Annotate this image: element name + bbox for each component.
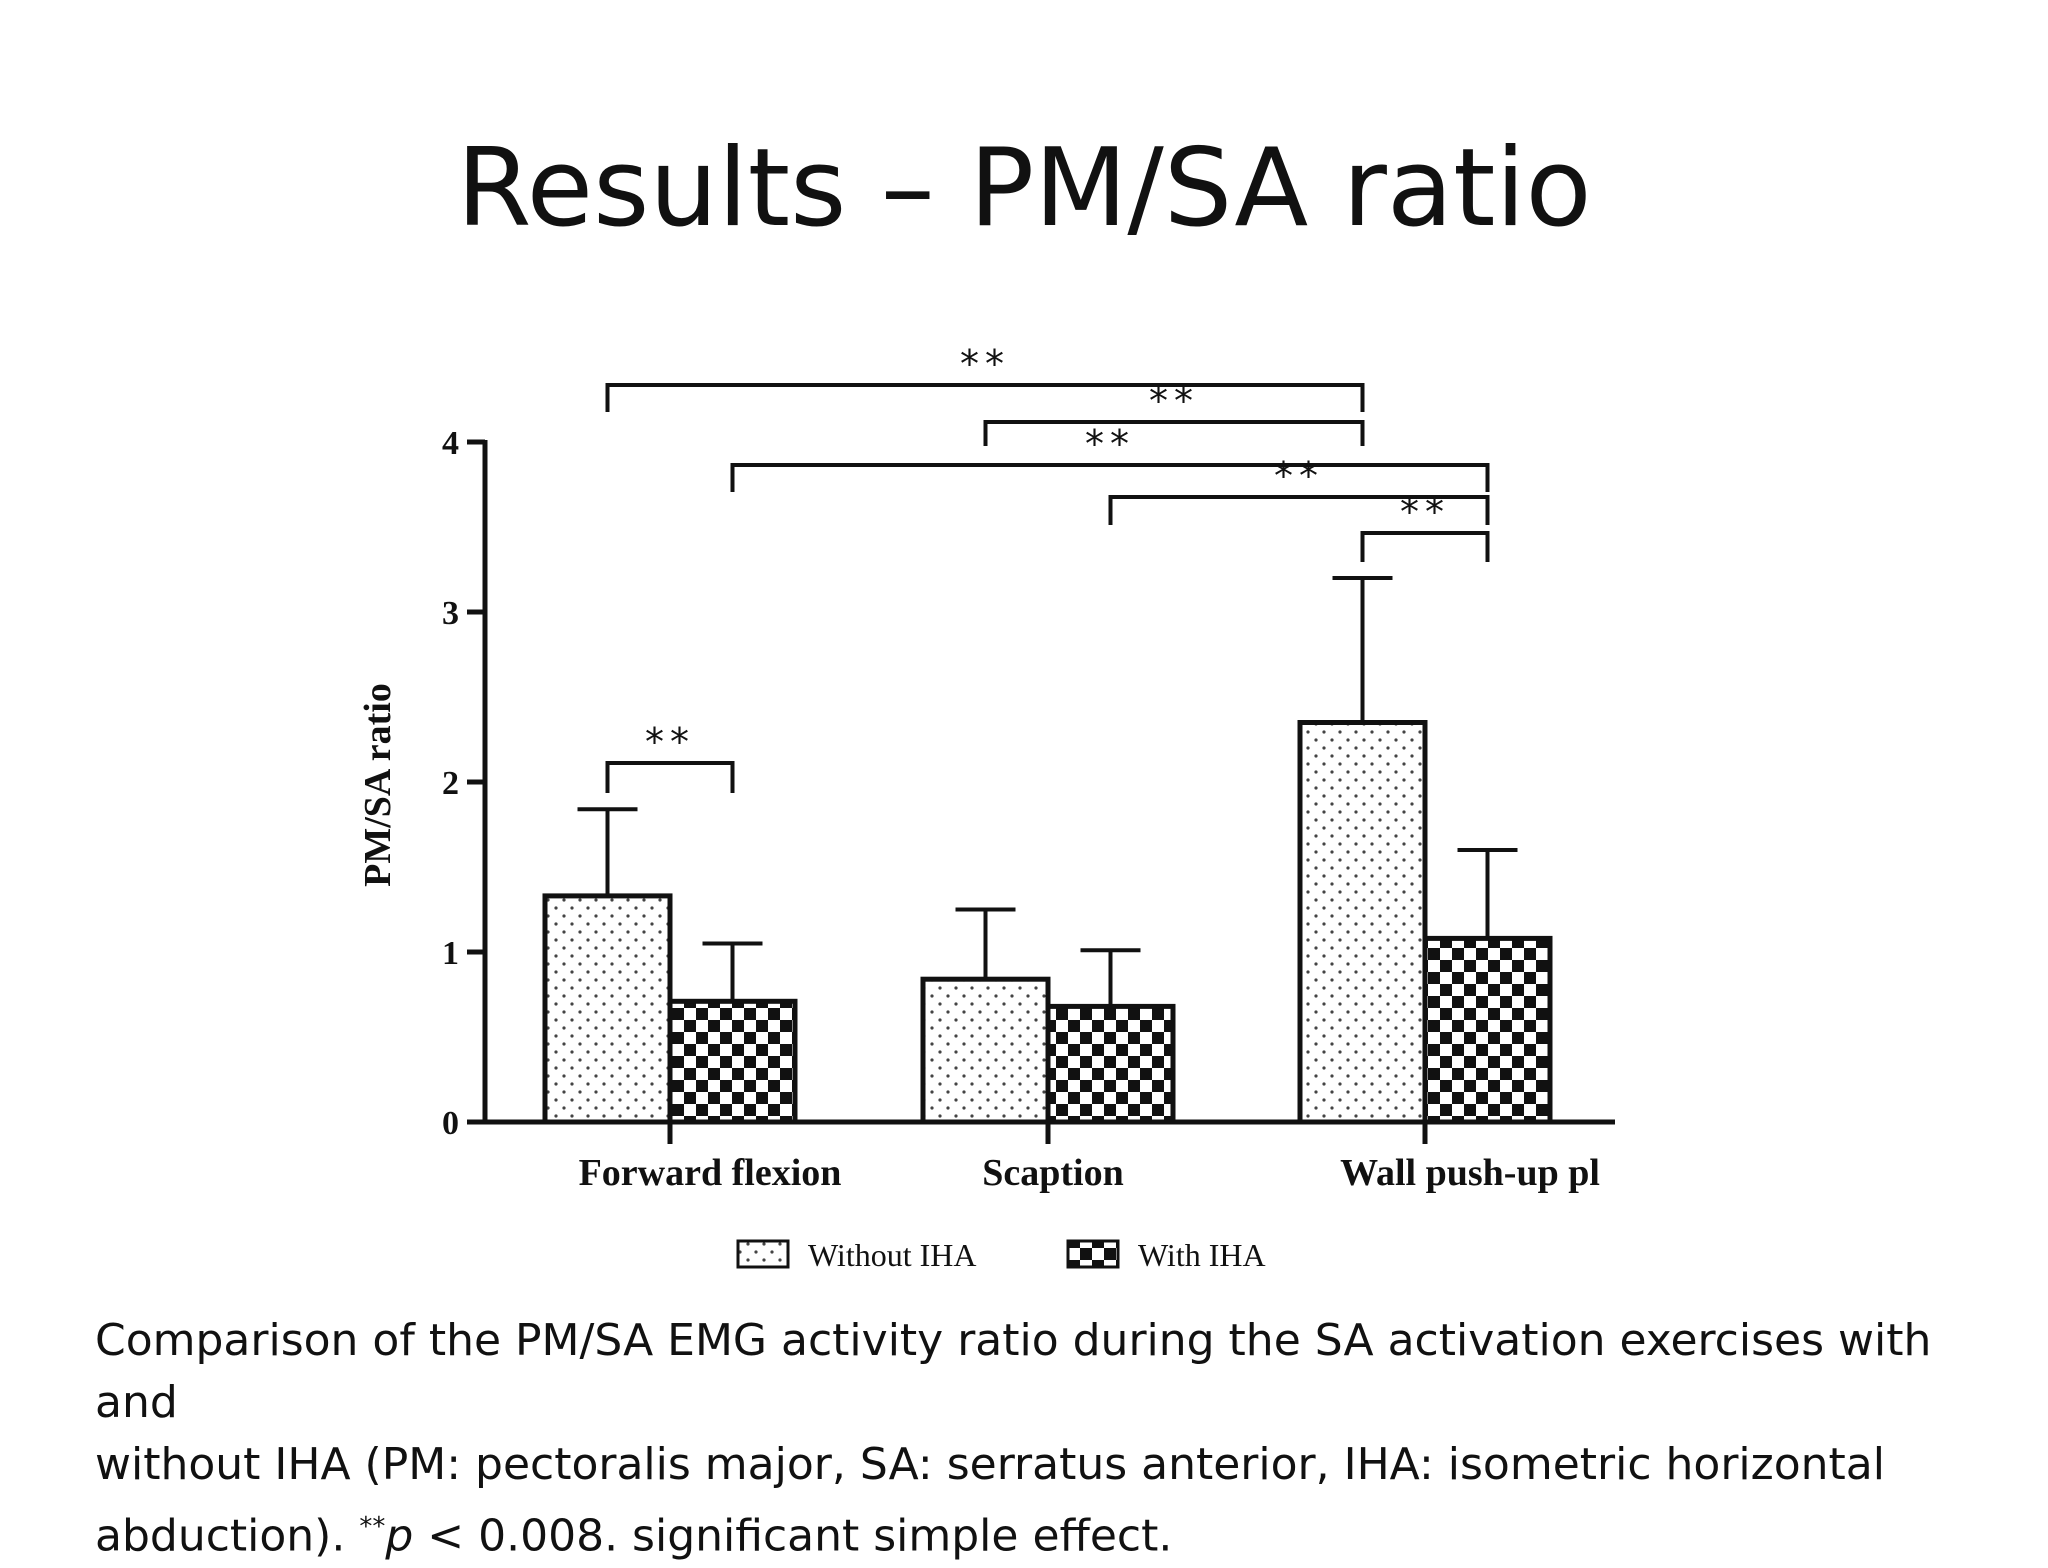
bar-without-iha-2	[1297, 720, 1428, 1125]
significance-bracket-5	[605, 761, 735, 793]
caption-text-a: abduction).	[95, 1510, 360, 1562]
caption-text-b: < 0.008. significant simple effect.	[413, 1510, 1173, 1562]
bar-without-iha-1	[920, 976, 1051, 1125]
caption-stars: **	[359, 1512, 386, 1542]
legend: Without IHA With IHA	[736, 1237, 1266, 1273]
x-category-label-2: Wall push-up pl	[1340, 1152, 1600, 1194]
significance-bracket-4	[1360, 531, 1490, 562]
y-axis-label: PM/SA ratio	[357, 683, 399, 887]
significance-stars-5: **	[645, 720, 695, 764]
significance-bracket-0	[605, 383, 1365, 412]
significance-stars-3: **	[1274, 454, 1324, 498]
bars-layer	[542, 720, 1553, 1125]
legend-label-without-iha: Without IHA	[808, 1237, 976, 1273]
bar-without-iha-0	[542, 893, 673, 1125]
axes-layer	[467, 439, 1615, 1144]
y-tick-label-1: 1	[442, 935, 459, 972]
significance-bracket-1	[983, 420, 1365, 446]
y-tick-label-2: 2	[442, 765, 459, 802]
x-category-label-0: Forward flexion	[579, 1152, 842, 1194]
y-tick-label-4: 4	[442, 425, 459, 462]
legend-swatch-without-iha	[736, 1239, 790, 1269]
legend-swatch-with-iha	[1066, 1239, 1120, 1269]
x-category-label-1: Scaption	[982, 1152, 1123, 1194]
labels-layer: 0 1 2 3 4 Forward flexion Scaption Wall push-up…	[357, 425, 1600, 1194]
significance-bracket-3	[1108, 495, 1490, 525]
significance-stars-2: **	[1085, 422, 1135, 466]
y-tick-label-0: 0	[442, 1105, 459, 1142]
bar-with-iha-0	[667, 998, 798, 1125]
slide-title: Results – PM/SA ratio	[456, 126, 1592, 251]
bar-with-iha-2	[1422, 935, 1553, 1125]
caption-line-3: abduction). **p < 0.008. significant sim…	[95, 1496, 1985, 1568]
significance-bracket-2	[730, 463, 1490, 492]
figure-caption: Comparison of the PM/SA EMG activity rat…	[95, 1310, 1985, 1568]
significance-stars-1: **	[1149, 379, 1199, 423]
legend-label-with-iha: With IHA	[1138, 1237, 1266, 1273]
y-tick-label-3: 3	[442, 595, 459, 632]
caption-p-symbol: p	[385, 1510, 414, 1562]
caption-line-2: without IHA (PM: pectoralis major, SA: s…	[95, 1439, 1885, 1490]
error-bars-layer	[577, 576, 1518, 1007]
bar-with-iha-1	[1045, 1003, 1176, 1125]
bar-chart: ** ** ** ** ** ** 0 1 2 3 4 Forward flexion Scaptio…	[357, 342, 1615, 1273]
significance-layer: ** ** ** ** ** **	[605, 342, 1490, 793]
significance-stars-4: **	[1400, 490, 1450, 534]
significance-stars-0: **	[960, 342, 1010, 386]
caption-line-1: Comparison of the PM/SA EMG activity rat…	[95, 1315, 1932, 1428]
